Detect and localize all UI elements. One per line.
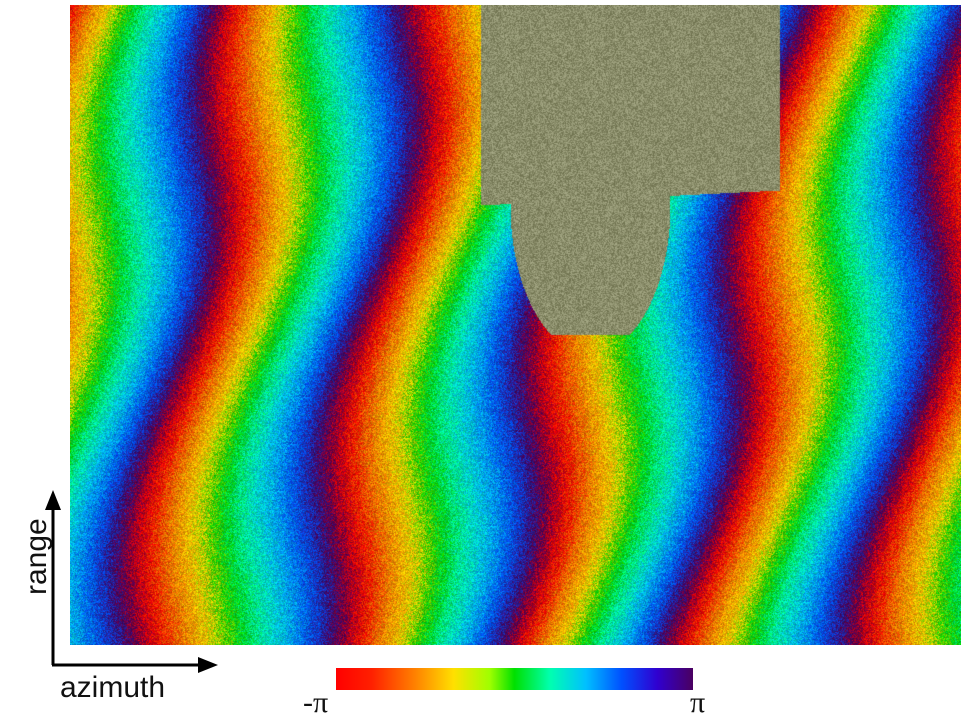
range-arrow-head <box>45 490 61 510</box>
phase-fringes <box>70 5 961 645</box>
colorbar-max-label: π <box>690 686 706 719</box>
phase-colorbar <box>336 668 693 690</box>
azimuth-axis-label: azimuth <box>60 671 166 704</box>
azimuth-arrow-head <box>198 657 218 673</box>
colorbar-min-label: -π <box>303 686 329 719</box>
range-axis-label: range <box>20 518 53 595</box>
interferogram-image <box>70 5 961 645</box>
